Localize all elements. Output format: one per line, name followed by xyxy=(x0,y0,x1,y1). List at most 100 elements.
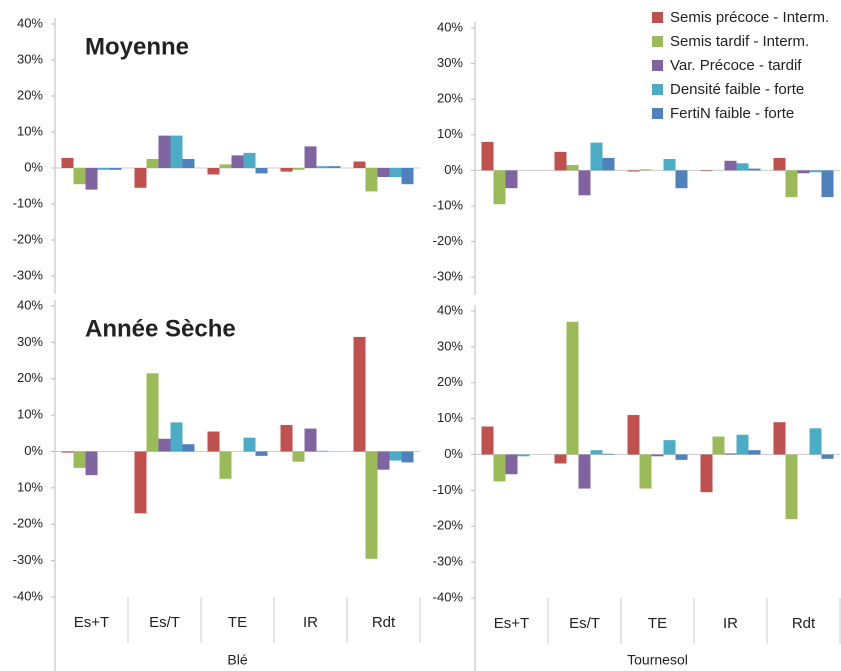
bar xyxy=(243,437,256,452)
bar xyxy=(85,451,98,476)
y-tick-label: 20% xyxy=(17,87,43,102)
bar xyxy=(61,157,74,168)
bar xyxy=(517,454,530,457)
y-tick-label: 20% xyxy=(437,374,463,389)
y-tick-label: 20% xyxy=(17,370,43,385)
legend-label: Semis précoce - Interm. xyxy=(670,9,829,26)
x-tick-label: Es+T xyxy=(494,615,529,632)
bar xyxy=(73,168,86,185)
bar xyxy=(134,168,147,188)
legend-swatch xyxy=(652,108,663,119)
legend-swatch xyxy=(652,36,663,47)
bar xyxy=(170,135,183,168)
bar xyxy=(821,170,834,198)
y-tick-label: -30% xyxy=(13,552,44,567)
y-tick-label: 0% xyxy=(24,159,43,174)
bar xyxy=(724,160,737,171)
y-tick-label: 0% xyxy=(444,446,463,461)
legend-label: Var. Précoce - tardif xyxy=(670,57,802,74)
bar xyxy=(481,141,494,171)
y-tick-label: 10% xyxy=(17,479,43,494)
bar xyxy=(280,168,293,172)
y-tick-label: -40% xyxy=(13,588,44,603)
bar xyxy=(700,170,713,172)
bar xyxy=(712,436,725,455)
bar xyxy=(377,451,390,470)
bar xyxy=(554,151,567,171)
bar xyxy=(182,159,195,168)
bar xyxy=(554,454,567,464)
bar xyxy=(158,135,171,168)
legend-label: Semis tardif - Interm. xyxy=(670,33,809,50)
bar xyxy=(505,170,518,189)
bar xyxy=(255,168,268,174)
x-axis-label: Tournesol xyxy=(627,652,688,668)
x-tick-label: Rdt xyxy=(372,614,396,631)
bar xyxy=(401,451,414,463)
y-tick-label: 40% xyxy=(17,297,43,312)
bar xyxy=(602,157,615,171)
bar xyxy=(736,434,749,455)
y-tick-label: 0% xyxy=(444,162,463,177)
bar xyxy=(797,170,810,174)
y-tick-label: -10% xyxy=(433,482,464,497)
bar xyxy=(602,453,615,455)
bar xyxy=(700,454,713,493)
y-tick-label: 40% xyxy=(17,15,43,30)
bar xyxy=(821,454,834,459)
legend-swatch xyxy=(652,12,663,23)
x-tick-label: TE xyxy=(228,614,247,631)
x-axis-label: Blé xyxy=(227,652,247,668)
bar xyxy=(809,170,822,173)
legend-label: FertiN faible - forte xyxy=(670,105,794,122)
bar xyxy=(365,451,378,559)
bar xyxy=(377,168,390,177)
x-tick-label: Rdt xyxy=(792,615,816,632)
bar xyxy=(61,451,74,453)
bar xyxy=(505,454,518,475)
y-tick-label: 10% xyxy=(17,123,43,138)
bar xyxy=(304,146,317,168)
y-tick-label: -10% xyxy=(433,197,464,212)
bar xyxy=(493,170,506,205)
bar xyxy=(785,170,798,198)
y-tick-label: 30% xyxy=(437,338,463,353)
bar xyxy=(170,422,183,452)
bar xyxy=(590,450,603,455)
bar xyxy=(627,415,640,455)
bar xyxy=(389,451,402,461)
bar xyxy=(748,450,761,455)
y-tick-label: -20% xyxy=(433,518,464,533)
bar xyxy=(773,422,786,455)
y-tick-label: 20% xyxy=(437,91,463,106)
bar xyxy=(243,152,256,168)
bar xyxy=(292,451,305,462)
bar xyxy=(578,454,591,489)
bar xyxy=(675,170,688,189)
bar xyxy=(280,424,293,452)
legend-label: Densité faible - forte xyxy=(670,81,804,98)
bar xyxy=(748,168,761,171)
x-tick-label: Es/T xyxy=(569,615,600,632)
x-tick-label: IR xyxy=(303,614,318,631)
bar xyxy=(675,454,688,460)
bar xyxy=(328,166,341,168)
bar xyxy=(785,454,798,520)
bar xyxy=(85,168,98,190)
legend-swatch xyxy=(652,84,663,95)
bar xyxy=(809,428,822,455)
panel-title: Moyenne xyxy=(85,33,189,60)
x-tick-label: TE xyxy=(648,615,667,632)
panel-title: Année Sèche xyxy=(85,315,236,342)
bar xyxy=(353,336,366,452)
bar xyxy=(146,373,159,452)
y-tick-label: -40% xyxy=(433,589,464,604)
bar xyxy=(736,163,749,171)
bar xyxy=(207,431,220,452)
bar xyxy=(316,166,329,168)
y-tick-label: -30% xyxy=(433,554,464,569)
y-tick-label: 30% xyxy=(437,55,463,70)
bar xyxy=(724,453,737,455)
bar xyxy=(158,438,171,452)
